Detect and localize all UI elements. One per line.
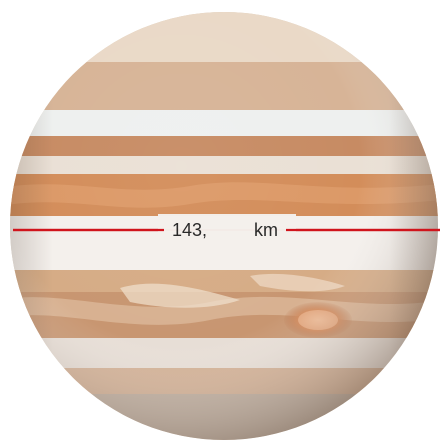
diameter-unit-text: km xyxy=(254,220,278,240)
diameter-value-text: 143, xyxy=(172,220,207,240)
diameter-measurement: 143, km xyxy=(13,214,440,244)
label-background xyxy=(158,214,296,244)
